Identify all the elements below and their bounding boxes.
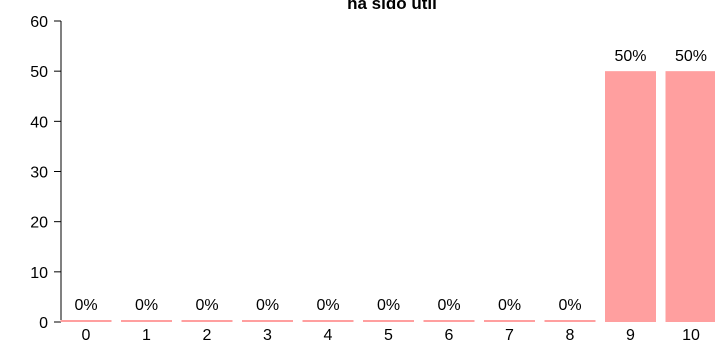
bar	[665, 71, 715, 323]
x-tick-label: 7	[505, 327, 514, 344]
data-label: 50%	[675, 48, 707, 65]
x-tick-label: 10	[682, 327, 700, 344]
data-label: 50%	[614, 48, 646, 65]
bars: 0% 0% 0% 0% 0% 0% 0% 0% 0% 50% 50%	[60, 48, 715, 323]
x-tick-label: 1	[142, 327, 151, 344]
bar	[121, 320, 172, 322]
data-label: 0%	[74, 297, 97, 314]
x-tick-label: 6	[445, 327, 454, 344]
x-axis: 0 1 2 3 4 5 6 7 8 9 10	[82, 327, 700, 344]
bar	[605, 71, 656, 323]
x-tick-label: 4	[324, 327, 333, 344]
data-label: 0%	[558, 297, 581, 314]
data-label: 0%	[135, 297, 158, 314]
bar	[484, 320, 535, 322]
x-tick-label: 3	[263, 327, 272, 344]
data-label: 0%	[437, 297, 460, 314]
y-axis: 0 10 20 30 40 50 60	[30, 14, 62, 332]
bar	[60, 320, 112, 322]
data-label: 0%	[256, 297, 279, 314]
data-label: 0%	[498, 297, 521, 314]
y-tick-label: 10	[30, 265, 48, 282]
y-tick-label: 30	[30, 165, 48, 182]
x-tick-label: 2	[203, 327, 212, 344]
bar	[302, 320, 354, 322]
bar	[242, 320, 293, 322]
data-label: 0%	[316, 297, 339, 314]
data-label: 0%	[195, 297, 218, 314]
bar	[423, 320, 475, 322]
y-tick-label: 50	[30, 64, 48, 81]
chart-title: ha sido útil	[347, 0, 437, 13]
y-tick-label: 40	[30, 114, 48, 131]
bar	[181, 320, 233, 322]
y-tick-label: 0	[39, 315, 48, 332]
x-tick-label: 0	[82, 327, 91, 344]
y-tick-label: 60	[30, 14, 48, 31]
x-tick-label: 5	[384, 327, 393, 344]
y-tick-label: 20	[30, 215, 48, 232]
x-tick-label: 8	[566, 327, 575, 344]
x-tick-label: 9	[626, 327, 635, 344]
bar	[363, 320, 414, 322]
bar	[544, 320, 596, 322]
data-label: 0%	[377, 297, 400, 314]
